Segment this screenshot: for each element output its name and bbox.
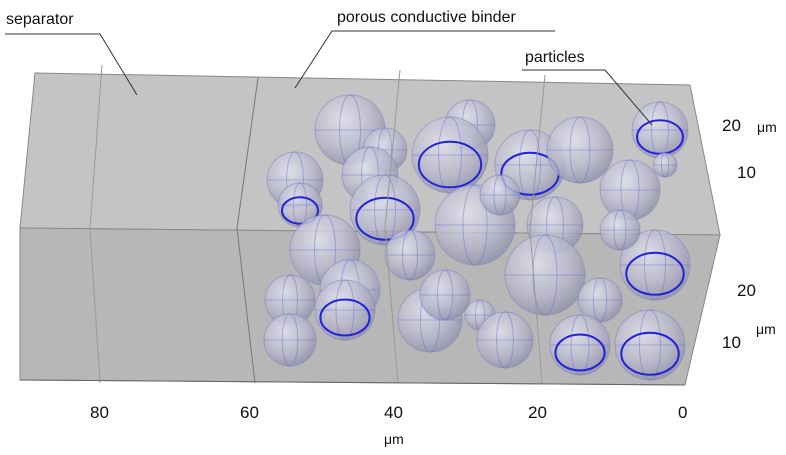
annotation: particles bbox=[525, 49, 585, 66]
annotation: separator bbox=[6, 11, 74, 28]
tick-label: 0 bbox=[678, 403, 687, 422]
tick-label: 80 bbox=[90, 403, 109, 422]
tick-label: 20 bbox=[528, 403, 547, 422]
tick-label: 10 bbox=[722, 333, 741, 352]
axis-unit: μm bbox=[757, 119, 777, 135]
tick-label: 20 bbox=[737, 281, 756, 300]
tick-label: 40 bbox=[384, 403, 403, 422]
tick-label: 60 bbox=[240, 403, 259, 422]
tick-label: 20 bbox=[722, 116, 741, 135]
axis-unit: μm bbox=[756, 321, 776, 337]
tick-label: 10 bbox=[737, 163, 756, 182]
annotation: porous conductive binder bbox=[337, 9, 516, 26]
axis-unit: μm bbox=[384, 431, 404, 447]
figure: separator porous conductive binder parti… bbox=[0, 0, 786, 450]
